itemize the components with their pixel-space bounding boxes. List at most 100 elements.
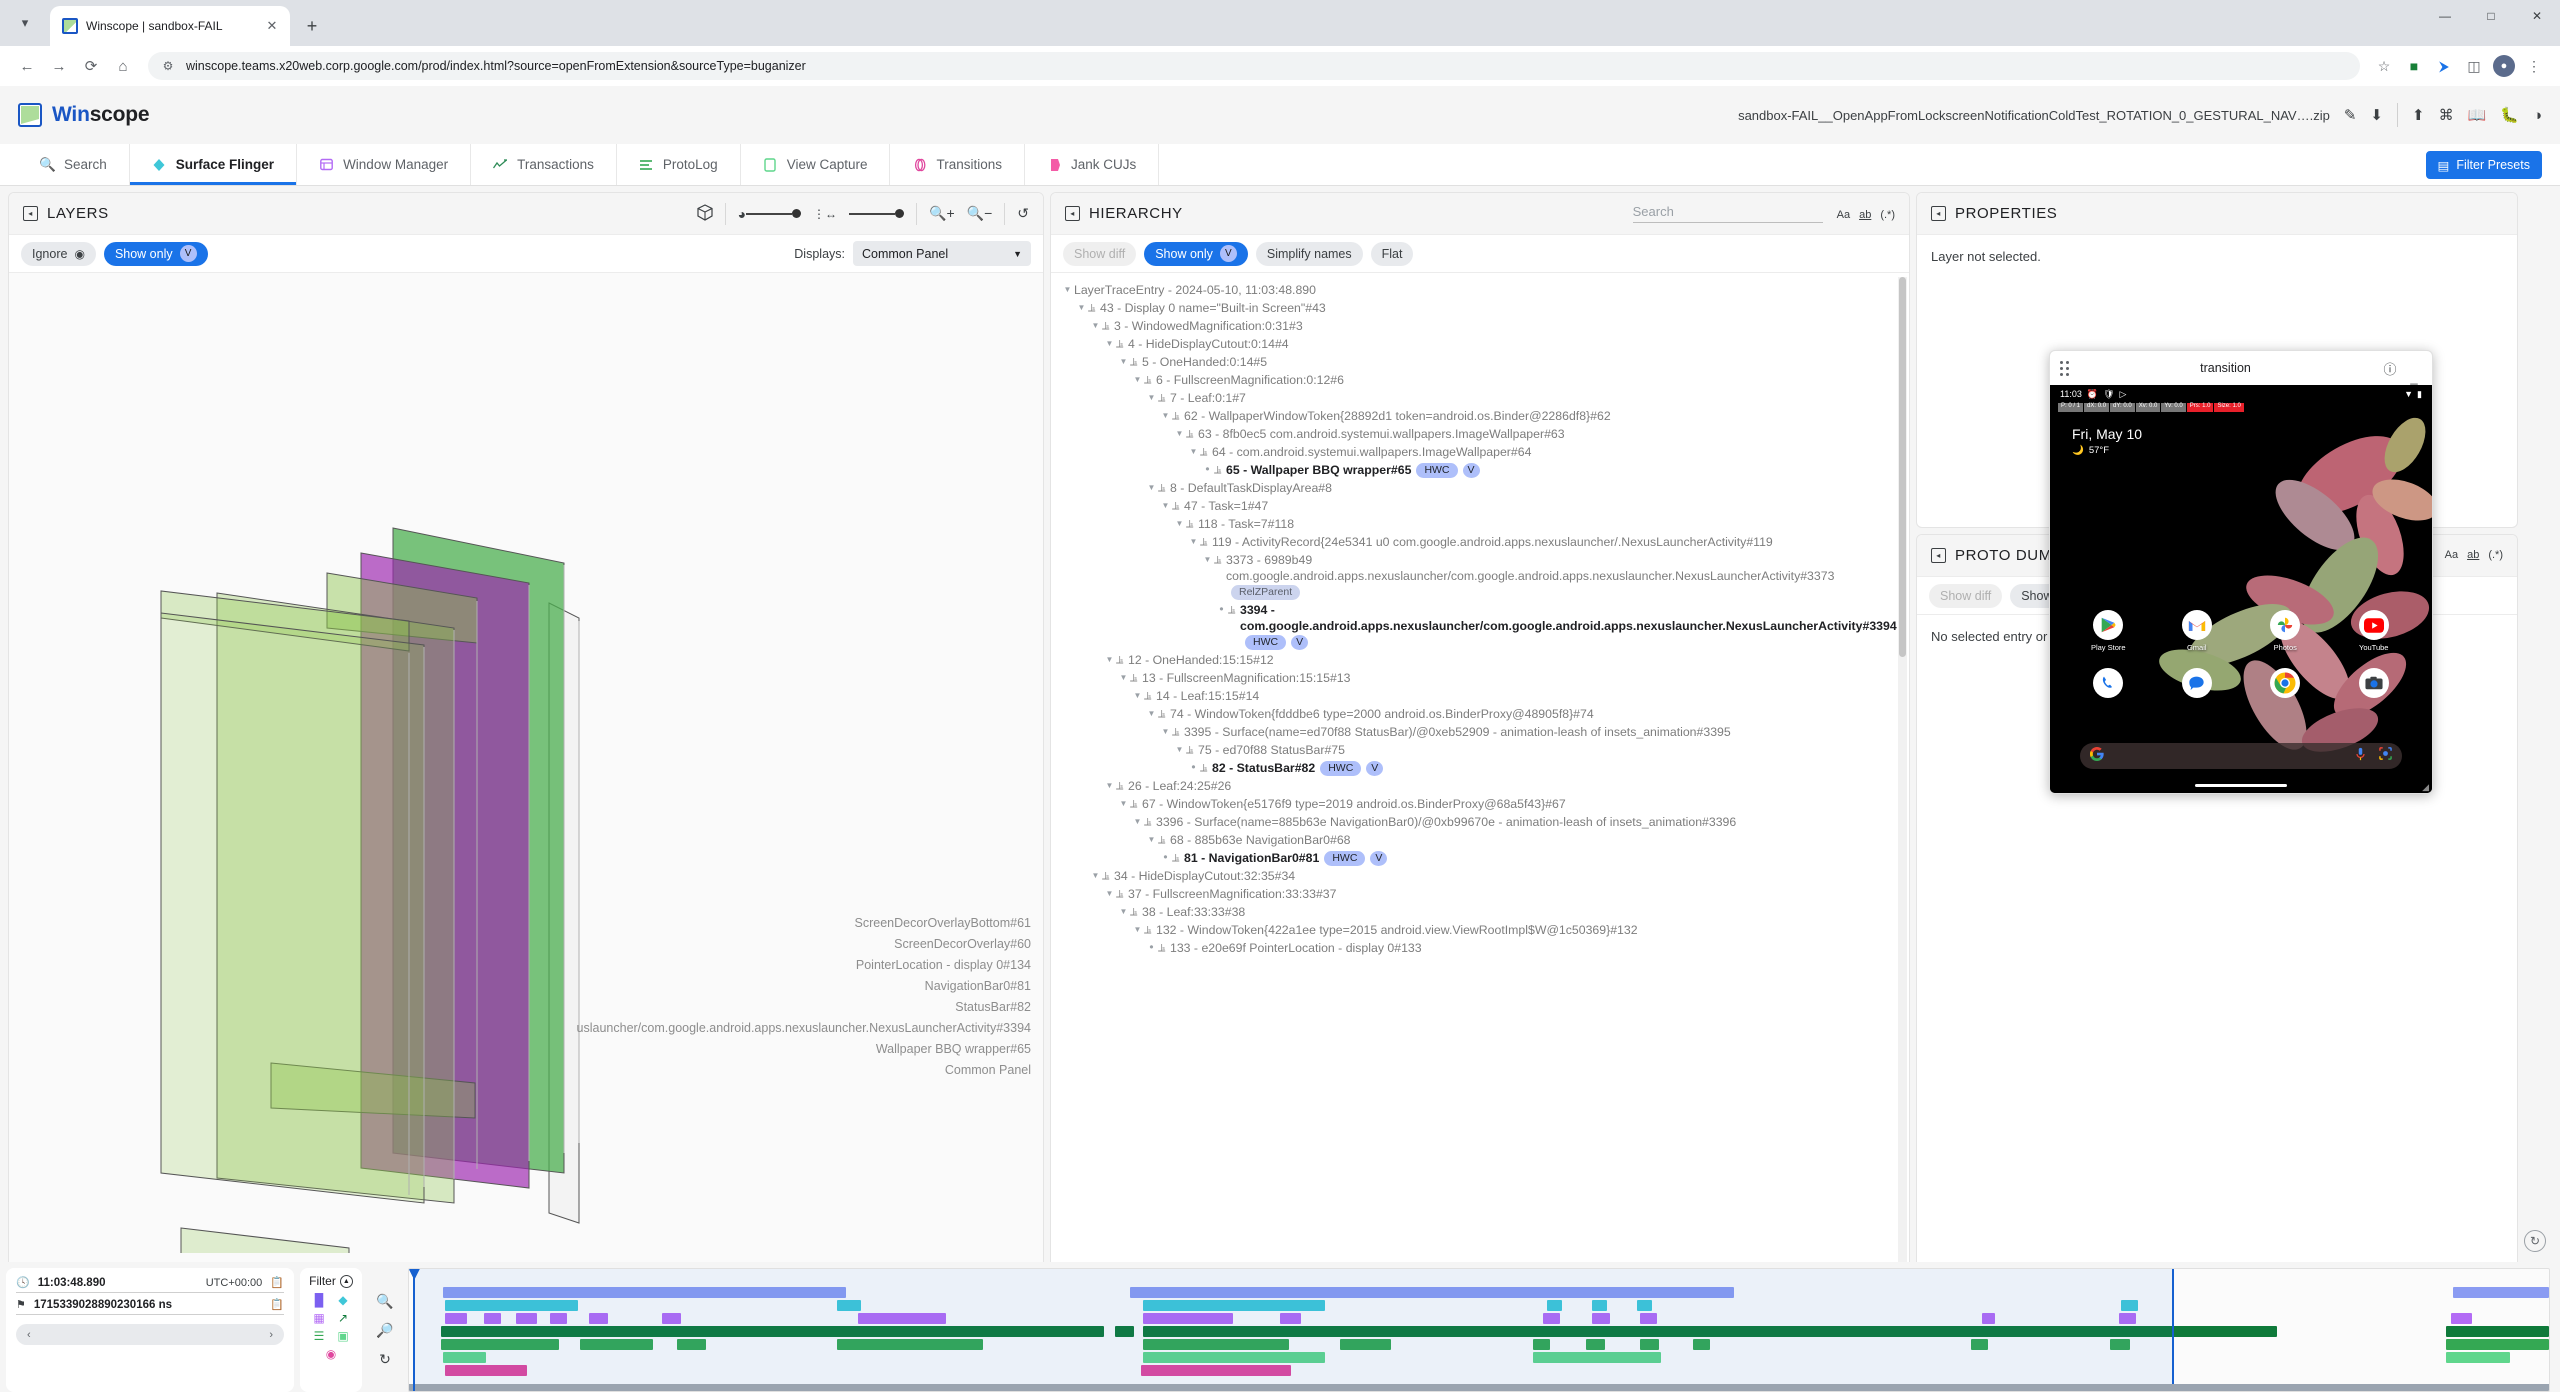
collapse-panel-icon[interactable]: ◂ xyxy=(1931,206,1946,221)
tab-jank-cujs[interactable]: Jank CUJs xyxy=(1025,144,1160,185)
tab-window-manager[interactable]: Window Manager xyxy=(297,144,472,185)
expand-caret-icon[interactable]: ▼ xyxy=(1189,537,1198,546)
pin-icon[interactable]: ⫡ xyxy=(1144,374,1152,386)
expand-caret-icon[interactable]: ▼ xyxy=(1105,655,1114,664)
back-arrow-icon[interactable]: ← xyxy=(19,57,35,75)
tab-search-icon[interactable]: ▾ xyxy=(21,15,29,30)
displays-select[interactable]: Common Panel ▼ xyxy=(853,241,1031,266)
zoom-in-icon[interactable]: 🔍 xyxy=(376,1292,394,1309)
nanos-field[interactable]: ⚑ 1715339028890230166 ns 📋 xyxy=(16,1298,284,1315)
expand-caret-icon[interactable]: ▼ xyxy=(1147,835,1156,844)
timeline-segment[interactable] xyxy=(1143,1339,1289,1350)
expand-caret-icon[interactable]: ▼ xyxy=(1091,321,1100,330)
app-youtube[interactable]: YouTube xyxy=(2346,610,2402,652)
expand-caret-icon[interactable]: ▼ xyxy=(1119,357,1128,366)
timeline-segment[interactable] xyxy=(483,1313,501,1324)
filter-title[interactable]: Filter ▲ xyxy=(309,1274,353,1288)
timeline-segment[interactable] xyxy=(1532,1339,1550,1350)
pin-icon[interactable]: ⫡ xyxy=(1172,500,1180,512)
minimize-icon[interactable]: _ xyxy=(2410,370,2418,385)
timeline-segment[interactable] xyxy=(2446,1352,2511,1363)
hierarchy-node[interactable]: ▼ ⫡ 38 - Leaf:33:33#38 xyxy=(1061,903,1905,921)
hierarchy-node[interactable]: • ⫡ 65 - Wallpaper BBQ wrapper#65 HWC V xyxy=(1061,461,1905,479)
timeline-segment[interactable] xyxy=(1279,1313,1302,1324)
home-icon[interactable]: ⌂ xyxy=(118,57,128,75)
pin-icon[interactable]: ⫡ xyxy=(1116,654,1124,666)
flat-chip[interactable]: Flat xyxy=(1370,241,1414,266)
pin-icon[interactable]: ⫡ xyxy=(1130,356,1138,368)
timeline-segment[interactable] xyxy=(1971,1339,1989,1350)
hierarchy-node[interactable]: ▼ ⫡ 68 - 885b63e NavigationBar0#68 xyxy=(1061,831,1905,849)
minimize-icon[interactable]: — xyxy=(2439,9,2451,23)
expand-caret-icon[interactable]: ▼ xyxy=(1133,375,1142,384)
upload-icon[interactable]: ⬆ xyxy=(2411,107,2425,124)
timeline-segment[interactable] xyxy=(1592,1300,1608,1311)
hierarchy-node[interactable]: ▼ ⫡ 3 - WindowedMagnification:0:31#3 xyxy=(1061,317,1905,335)
timeline-segment[interactable] xyxy=(1547,1300,1563,1311)
pin-icon[interactable]: ⫡ xyxy=(1158,392,1166,404)
expand-caret-icon[interactable]: ▼ xyxy=(1133,817,1142,826)
documentation-icon[interactable]: 📖 xyxy=(2467,107,2487,124)
timeline-segment[interactable] xyxy=(1115,1326,1135,1337)
expand-caret-icon[interactable]: ▼ xyxy=(1077,303,1086,312)
timeline-segment[interactable] xyxy=(1637,1300,1653,1311)
split-view-icon[interactable]: ◫ xyxy=(2467,57,2481,74)
hierarchy-node[interactable]: ▼ ⫡ 67 - WindowToken{e5176f9 type=2019 and… xyxy=(1061,795,1905,813)
regex-icon[interactable]: (.*) xyxy=(2488,548,2503,561)
pin-icon[interactable]: ⫡ xyxy=(1130,672,1138,684)
expand-caret-icon[interactable]: ▼ xyxy=(1203,555,1212,564)
pin-icon[interactable]: ⫡ xyxy=(1158,482,1166,494)
hierarchy-node[interactable]: ▼ ⫡ 5 - OneHanded:0:14#5 xyxy=(1061,353,1905,371)
tab-protolog[interactable]: ProtoLog xyxy=(617,144,741,185)
tab-transactions[interactable]: Transactions xyxy=(471,144,617,185)
timeline-scrollbar[interactable] xyxy=(409,1384,2549,1391)
simplify-names-chip[interactable]: Simplify names xyxy=(1255,241,1363,266)
expand-caret-icon[interactable]: ▼ xyxy=(1119,673,1128,682)
timeline-segment[interactable] xyxy=(858,1313,947,1324)
pin-icon[interactable]: ⫡ xyxy=(1144,924,1152,936)
screen-recording-icon[interactable]: █ xyxy=(314,1293,324,1307)
expand-caret-icon[interactable]: ▼ xyxy=(1133,925,1142,934)
tab-surface-flinger[interactable]: Surface Flinger xyxy=(129,144,298,185)
expand-caret-icon[interactable]: ▼ xyxy=(1091,871,1100,880)
timeline-segment[interactable] xyxy=(1639,1339,1659,1350)
tab-search[interactable]: 🔍 Search xyxy=(18,144,130,185)
pin-icon[interactable]: ⫡ xyxy=(1200,536,1208,548)
hierarchy-node[interactable]: ▼ ⫡ 3395 - Surface(name=ed70f88 StatusBar)… xyxy=(1061,723,1905,741)
show-only-visible-chip[interactable]: Show only V xyxy=(1144,241,1248,266)
pin-icon[interactable]: ⫡ xyxy=(1172,410,1180,422)
pin-icon[interactable]: ⫡ xyxy=(1144,690,1152,702)
share-icon[interactable]: ⮞ xyxy=(2438,57,2450,74)
timeline-playhead[interactable] xyxy=(413,1269,416,1391)
whole-word-icon[interactable]: ab xyxy=(2467,548,2480,561)
expand-caret-icon[interactable]: ▼ xyxy=(1105,781,1114,790)
pin-icon[interactable]: ⫡ xyxy=(1102,870,1110,882)
expand-caret-icon[interactable]: ▼ xyxy=(1161,411,1170,420)
copy-icon[interactable]: 📋 xyxy=(270,1277,284,1289)
timeline-segment[interactable] xyxy=(1143,1326,2278,1337)
timeline-segment[interactable] xyxy=(1586,1339,1606,1350)
timeline-segment[interactable] xyxy=(1143,1300,1325,1311)
google-lens-icon[interactable] xyxy=(2379,747,2392,765)
pin-icon[interactable]: ⫡ xyxy=(1172,726,1180,738)
show-diff-chip[interactable]: Show diff xyxy=(1929,583,2003,608)
3d-box-icon[interactable] xyxy=(696,203,713,224)
more-menu-icon[interactable]: ⋮ xyxy=(2527,57,2541,74)
transitions-icon[interactable]: ◉ xyxy=(325,1347,337,1361)
timeline-segment[interactable] xyxy=(550,1313,568,1324)
timeline-row-protolog[interactable] xyxy=(409,1339,2549,1350)
timeline-segment[interactable] xyxy=(2452,1287,2549,1298)
pin-icon[interactable]: ⫡ xyxy=(1186,744,1194,756)
rotation-slider[interactable]: ◕ xyxy=(738,206,802,222)
timeline-segment[interactable] xyxy=(1140,1365,1291,1376)
reset-zoom-icon[interactable]: ↻ xyxy=(379,1350,391,1367)
timeline-segment[interactable] xyxy=(2446,1339,2549,1350)
match-case-icon[interactable]: Aa xyxy=(1836,209,1851,221)
pin-icon[interactable]: ⫡ xyxy=(1158,834,1166,846)
ignore-chip[interactable]: Ignore ◉ xyxy=(21,241,96,266)
protolog-icon[interactable]: ☰ xyxy=(313,1329,325,1343)
app-play-store[interactable]: Play Store xyxy=(2080,610,2136,652)
pin-icon[interactable]: ⫡ xyxy=(1200,762,1208,774)
pin-icon[interactable]: ⫡ xyxy=(1214,554,1222,566)
timeline-segment[interactable] xyxy=(1339,1339,1392,1350)
